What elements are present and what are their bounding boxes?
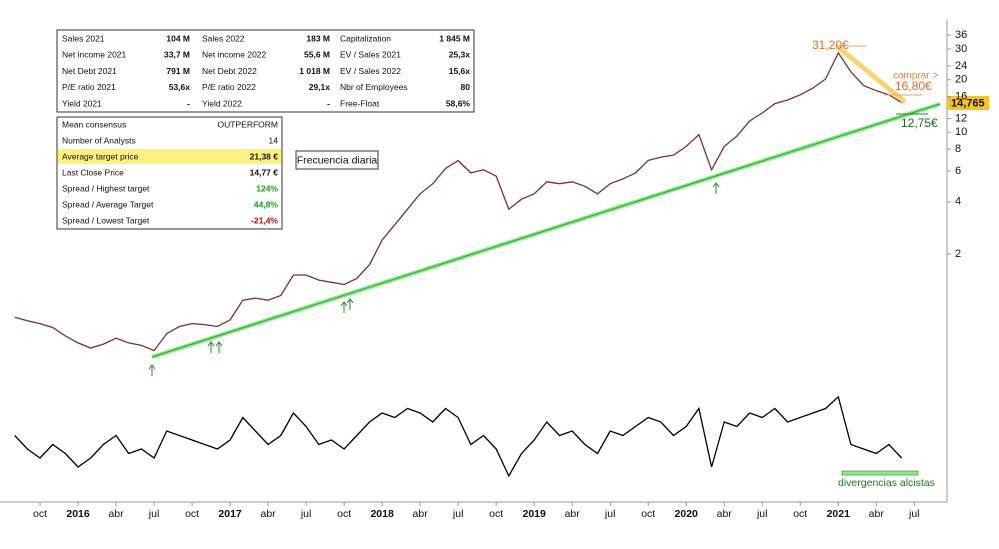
x-tick-label: jul: [756, 508, 768, 520]
table-cell: 1 018 M: [299, 66, 330, 76]
table-cell: P/E ratio 2021: [62, 82, 116, 92]
table-cell: Sales 2021: [62, 33, 105, 43]
y-tick-label: 2: [955, 248, 961, 260]
y-tick-label: 6: [955, 165, 961, 177]
x-tick-label: 2016: [66, 508, 90, 520]
x-tick-label: abr: [869, 508, 885, 520]
table-cell: 33,7 M: [164, 50, 190, 60]
table-cell: 44,8%: [254, 199, 279, 209]
y-tick-label: 36: [955, 29, 967, 41]
table-cell: Net income 2021: [62, 50, 127, 60]
table-cell: 58,6%: [446, 98, 471, 108]
table-cell: -: [187, 98, 190, 108]
frequency-box: [295, 150, 379, 170]
table-cell: 29,1x: [309, 82, 331, 92]
table-cell: Yield 2022: [202, 98, 242, 108]
x-tick-label: jul: [148, 508, 160, 520]
y-tick-label: 10: [955, 126, 967, 138]
x-tick-label: jul: [908, 508, 920, 520]
y-tick-label: 24: [955, 60, 967, 72]
resistance-trendline: [836, 45, 907, 104]
y-tick-label: 20: [955, 74, 967, 86]
table-cell: Number of Analysts: [62, 135, 136, 145]
x-tick-label: jul: [604, 508, 616, 520]
y-tick-label: 30: [955, 43, 967, 55]
table-cell: Average target price: [62, 151, 139, 161]
frequency-label: Frecuencia diaria: [297, 154, 378, 166]
x-tick-label: 2018: [370, 508, 394, 520]
x-tick-label: oct: [33, 508, 47, 520]
table-cell: 53,6x: [169, 82, 191, 92]
x-tick-label: jul: [300, 508, 312, 520]
table-cell: Net income 2022: [202, 50, 267, 60]
annotation-buy: comprar >: [893, 71, 938, 82]
table-cell: Last Close Price: [62, 167, 124, 177]
x-tick-label: 2021: [827, 508, 851, 520]
x-tick-label: oct: [793, 508, 807, 520]
x-tick-label: 2019: [522, 508, 546, 520]
table-cell: 14,77 €: [250, 167, 279, 177]
x-tick-label: abr: [717, 508, 733, 520]
x-tick-label: abr: [413, 508, 429, 520]
table-cell: 183 M: [306, 33, 330, 43]
annotation-divergence: divergencias alcistas: [838, 477, 935, 489]
table-cell: 80: [461, 82, 471, 92]
table-cell: EV / Sales 2022: [340, 66, 401, 76]
table-cell: 21,38 €: [250, 151, 279, 161]
x-tick-label: oct: [641, 508, 655, 520]
support-trendline-core: [151, 103, 941, 358]
x-tick-label: 2017: [218, 508, 242, 520]
table-cell: 124%: [256, 183, 278, 193]
summary-table: [56, 29, 475, 113]
table-cell: Spread / Lowest Target: [62, 215, 150, 225]
table-cell: Nbr of Employees: [340, 82, 408, 92]
table-cell: Spread / Highest target: [62, 183, 150, 193]
table-cell: Net Debt 2021: [62, 66, 117, 76]
divergence-marker: [841, 470, 919, 476]
x-tick-label: oct: [337, 508, 351, 520]
table-cell: 15,6x: [449, 66, 471, 76]
table-cell: OUTPERFORM: [218, 119, 278, 129]
table-cell: Spread / Average Target: [62, 199, 154, 209]
table-cell: -21,4%: [251, 215, 278, 225]
x-tick-label: abr: [108, 508, 124, 520]
annotation-target: 16,80€: [895, 79, 932, 93]
table-cell: -: [327, 98, 330, 108]
last-price-box: [947, 96, 989, 110]
last-price-label: 14,765: [951, 97, 985, 109]
annotation-support: 12,75€: [901, 116, 938, 130]
table-cell: 14: [269, 135, 279, 145]
x-tick-label: oct: [489, 508, 503, 520]
table-cell: Sales 2022: [202, 33, 245, 43]
y-tick-label: 8: [955, 143, 961, 155]
table-cell: Yield 2021: [62, 98, 102, 108]
x-tick-label: abr: [261, 508, 277, 520]
table-cell: Free-Float: [340, 98, 380, 108]
table-cell: EV / Sales 2021: [340, 50, 401, 60]
table-cell: 1 845 M: [439, 33, 470, 43]
x-tick-label: 2020: [675, 508, 699, 520]
y-tick-label: 4: [955, 196, 961, 208]
y-tick-label: 16: [955, 91, 967, 103]
table-cell: 104 M: [166, 33, 190, 43]
oscillator-line: [14, 395, 903, 478]
table-cell: Capitalization: [340, 33, 391, 43]
consensus-table: [56, 116, 283, 230]
highlight-row: [58, 149, 281, 164]
x-tick-label: abr: [565, 508, 581, 520]
annotation-high: 31,20€: [812, 38, 849, 52]
y-tick-label: 12: [955, 112, 967, 124]
price-line: [14, 51, 902, 352]
x-tick-label: jul: [452, 508, 464, 520]
table-cell: 791 M: [166, 66, 190, 76]
signal-arrows: [148, 182, 720, 376]
table-cell: Net Debt 2022: [202, 66, 257, 76]
x-tick-label: oct: [185, 508, 199, 520]
table-cell: Mean consensus: [62, 119, 126, 129]
table-cell: 55,6 M: [304, 50, 330, 60]
table-cell: 25,3x: [449, 50, 471, 60]
table-cell: P/E ratio 2022: [202, 82, 256, 92]
